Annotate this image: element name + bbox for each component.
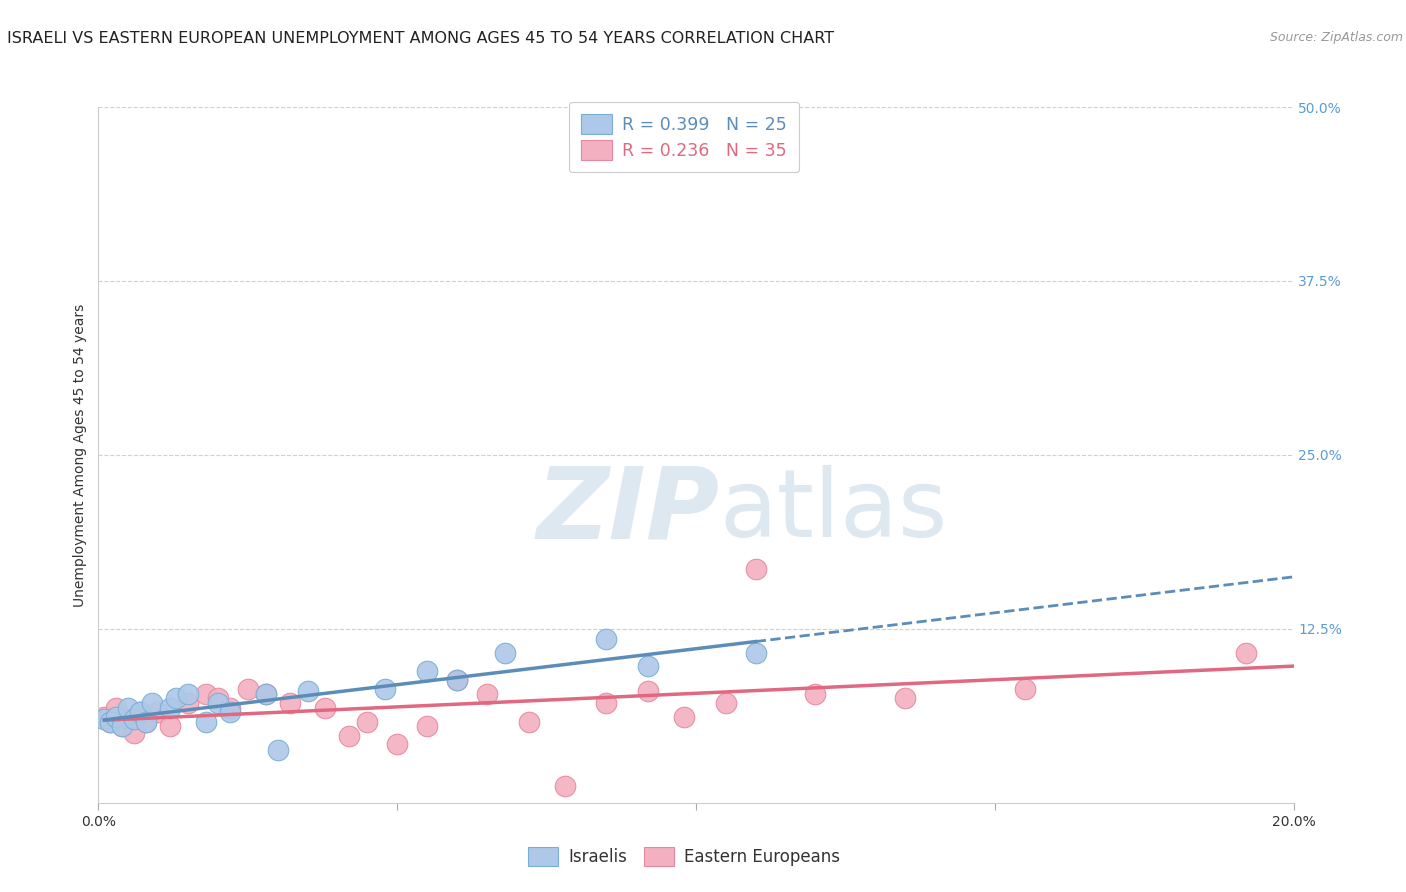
Point — [894, 691, 917, 706]
Point — [554, 779, 576, 793]
Point — [637, 684, 659, 698]
Point — [416, 719, 439, 733]
Point — [207, 696, 229, 710]
Point — [673, 709, 696, 723]
Point — [98, 715, 122, 730]
Point — [129, 706, 152, 720]
Point — [315, 701, 337, 715]
Point — [129, 706, 152, 720]
Point — [105, 701, 128, 715]
Y-axis label: Unemployment Among Ages 45 to 54 years: Unemployment Among Ages 45 to 54 years — [73, 303, 87, 607]
Point — [745, 562, 768, 576]
Point — [207, 691, 229, 706]
Text: atlas: atlas — [720, 465, 948, 557]
Point — [111, 719, 134, 733]
Point — [339, 729, 361, 743]
Point — [416, 664, 439, 678]
Point — [148, 706, 170, 720]
Point — [374, 681, 396, 696]
Point — [1014, 681, 1036, 696]
Point — [517, 715, 540, 730]
Point — [105, 709, 128, 723]
Point — [124, 712, 146, 726]
Point — [385, 737, 409, 751]
Point — [595, 632, 617, 646]
Point — [254, 687, 277, 701]
Point — [356, 715, 378, 730]
Point — [297, 684, 319, 698]
Point — [111, 719, 134, 733]
Point — [177, 687, 200, 701]
Point — [141, 696, 163, 710]
Point — [165, 691, 187, 706]
Text: ISRAELI VS EASTERN EUROPEAN UNEMPLOYMENT AMONG AGES 45 TO 54 YEARS CORRELATION C: ISRAELI VS EASTERN EUROPEAN UNEMPLOYMENT… — [7, 31, 834, 46]
Point — [135, 715, 157, 730]
Point — [1234, 646, 1257, 660]
Point — [98, 715, 122, 730]
Point — [595, 696, 617, 710]
Text: Source: ZipAtlas.com: Source: ZipAtlas.com — [1270, 31, 1403, 45]
Point — [219, 706, 242, 720]
Point — [124, 726, 146, 740]
Point — [195, 715, 218, 730]
Point — [236, 681, 259, 696]
Point — [159, 719, 181, 733]
Legend: Israelis, Eastern Europeans: Israelis, Eastern Europeans — [516, 836, 852, 878]
Point — [159, 701, 181, 715]
Point — [254, 687, 277, 701]
Point — [446, 673, 468, 688]
Point — [117, 712, 139, 726]
Point — [93, 709, 115, 723]
Point — [475, 687, 498, 701]
Point — [446, 673, 468, 688]
Point — [494, 646, 516, 660]
Point — [637, 659, 659, 673]
Point — [745, 646, 768, 660]
Text: ZIP: ZIP — [537, 462, 720, 559]
Point — [117, 701, 139, 715]
Point — [804, 687, 827, 701]
Point — [267, 743, 290, 757]
Point — [195, 687, 218, 701]
Point — [93, 712, 115, 726]
Point — [278, 696, 301, 710]
Point — [714, 696, 737, 710]
Point — [177, 696, 200, 710]
Point — [135, 715, 157, 730]
Point — [219, 701, 242, 715]
